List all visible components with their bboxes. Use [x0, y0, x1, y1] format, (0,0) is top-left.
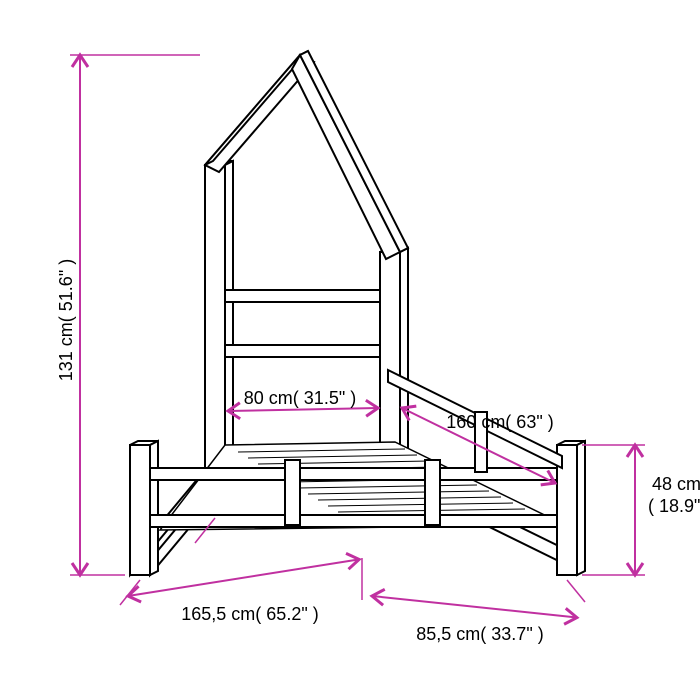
dim-inner-length: 160 cm( 63" ) — [446, 412, 553, 432]
dim-foot-height-cm: 48 cm — [652, 474, 700, 494]
dim-foot-height-in: ( 18.9" ) — [648, 496, 700, 516]
bed-frame-drawing — [130, 51, 585, 575]
dimension-diagram: 131 cm( 51.6" ) 80 cm( 31.5" ) 160 cm( 6… — [0, 0, 700, 700]
dim-height-total: 131 cm( 51.6" ) — [56, 259, 76, 381]
dim-outer-width: 85,5 cm( 33.7" ) — [416, 624, 543, 644]
dim-inner-width: 80 cm( 31.5" ) — [244, 388, 356, 408]
dim-outer-length: 165,5 cm( 65.2" ) — [181, 604, 318, 624]
